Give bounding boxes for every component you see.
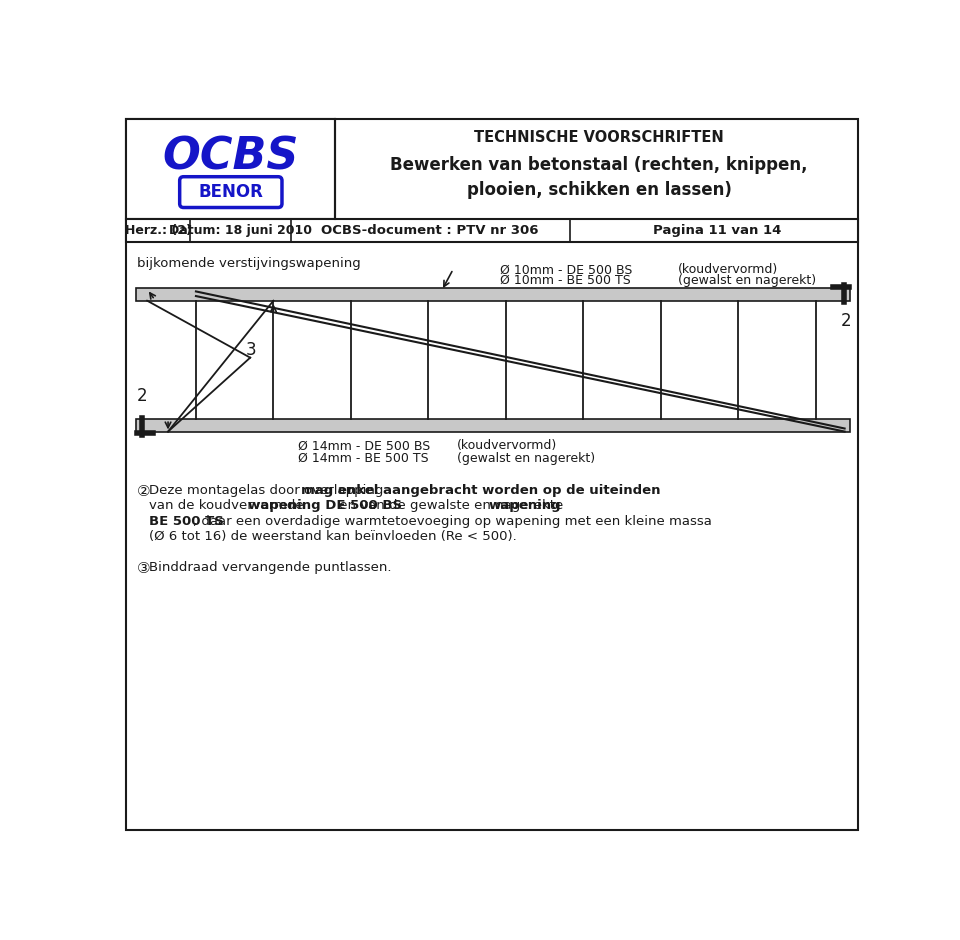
Bar	[126, 219, 858, 243]
Text: , daar een overdadige warmtetoevoeging op wapening met een kleine massa: , daar een overdadige warmtetoevoeging o…	[193, 515, 711, 527]
Text: (Ø 6 tot 16) de weerstand kan beïnvloeden (Re < 500).: (Ø 6 tot 16) de weerstand kan beïnvloede…	[150, 530, 517, 543]
Text: OCBS-document : PTV nr 306: OCBS-document : PTV nr 306	[322, 224, 539, 237]
Text: Bewerken van betonstaal (rechten, knippen,: Bewerken van betonstaal (rechten, knippe…	[390, 156, 807, 174]
Text: en van de gewalste en nagerekte: en van de gewalste en nagerekte	[335, 499, 568, 512]
Text: 2: 2	[841, 312, 852, 330]
Text: 2: 2	[137, 387, 148, 405]
Bar	[135, 289, 850, 301]
Text: Ø 14mm - DE 500 BS: Ø 14mm - DE 500 BS	[299, 439, 430, 452]
Text: (gewalst en nagerekt): (gewalst en nagerekt)	[678, 274, 816, 287]
Text: mag enkel aangebracht worden op de uiteinden: mag enkel aangebracht worden op de uitei…	[301, 484, 660, 497]
Text: ②: ②	[137, 484, 151, 499]
Bar	[126, 119, 335, 219]
Text: 3: 3	[246, 341, 256, 359]
Text: Herz.: (2): Herz.: (2)	[125, 224, 191, 237]
Text: Deze montagelas door overlapping: Deze montagelas door overlapping	[150, 484, 388, 497]
Text: van de koudvervormde: van de koudvervormde	[150, 499, 308, 512]
Bar	[135, 419, 850, 431]
Text: TECHNISCHE VOORSCHRIFTEN: TECHNISCHE VOORSCHRIFTEN	[474, 130, 724, 145]
FancyBboxPatch shape	[180, 177, 282, 208]
Text: Datum: 18 juni 2010: Datum: 18 juni 2010	[169, 224, 312, 237]
Text: Binddraad vervangende puntlassen.: Binddraad vervangende puntlassen.	[150, 561, 392, 574]
Text: wapening DE 500 BS: wapening DE 500 BS	[248, 499, 402, 512]
Text: wapening: wapening	[488, 499, 561, 512]
Text: Ø 10mm - BE 500 TS: Ø 10mm - BE 500 TS	[500, 274, 631, 287]
Text: BE 500 TS: BE 500 TS	[150, 515, 225, 527]
Text: Pagina 11 van 14: Pagina 11 van 14	[653, 224, 780, 237]
Text: (koudvervormd): (koudvervormd)	[678, 263, 779, 276]
Text: Ø 10mm - DE 500 BS: Ø 10mm - DE 500 BS	[500, 263, 632, 276]
Text: Ø 14mm - BE 500 TS: Ø 14mm - BE 500 TS	[299, 451, 429, 464]
Text: BENOR: BENOR	[199, 183, 263, 201]
Text: bijkomende verstijvingswapening: bijkomende verstijvingswapening	[137, 258, 361, 270]
Text: ③: ③	[137, 561, 151, 576]
Text: (gewalst en nagerekt): (gewalst en nagerekt)	[457, 451, 595, 464]
Text: plooien, schikken en lassen): plooien, schikken en lassen)	[467, 180, 732, 198]
Text: OCBS: OCBS	[162, 136, 299, 179]
Text: (koudvervormd): (koudvervormd)	[457, 439, 558, 452]
